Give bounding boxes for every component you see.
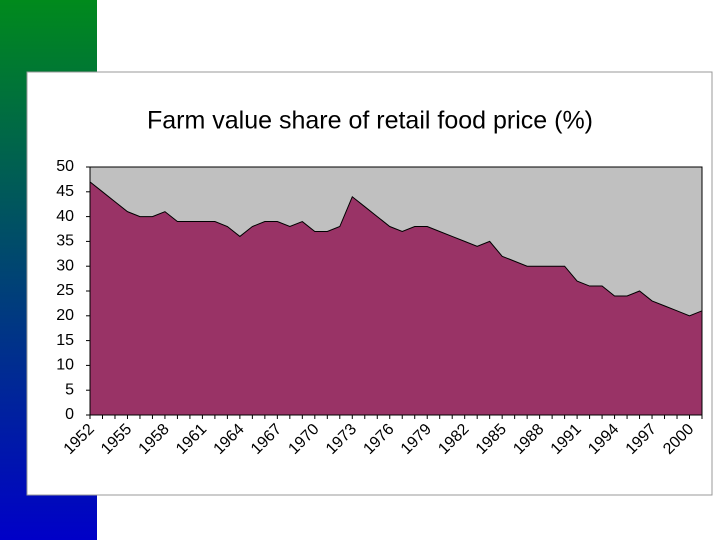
y-tick-label: 45 [56, 183, 74, 200]
y-tick-label: 20 [56, 307, 74, 324]
y-tick-label: 25 [56, 282, 74, 299]
y-tick-label: 50 [56, 158, 74, 175]
y-tick-label: 35 [56, 233, 74, 250]
y-tick-label: 30 [56, 257, 74, 274]
y-tick-label: 40 [56, 208, 74, 225]
chart-title: Farm value share of retail food price (%… [147, 107, 593, 135]
y-tick-label: 0 [65, 406, 74, 423]
y-tick-label: 15 [56, 332, 74, 349]
y-tick-label: 5 [65, 381, 74, 398]
y-tick-label: 10 [56, 357, 74, 374]
area [89, 180, 703, 416]
